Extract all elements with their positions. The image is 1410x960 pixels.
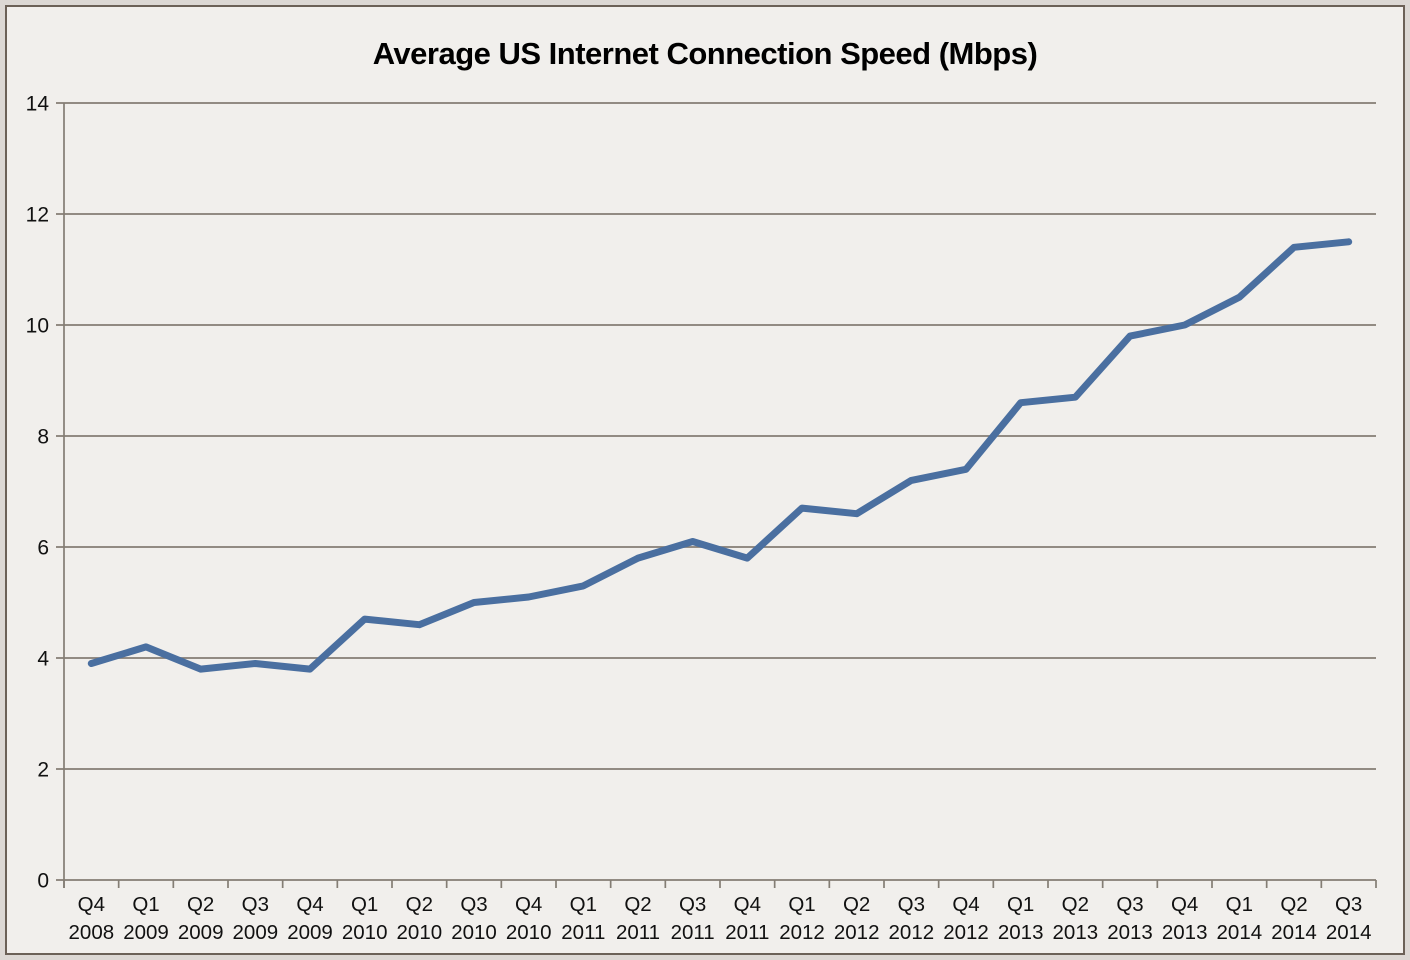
x-axis-label-year: 2013 [998, 921, 1044, 944]
y-axis-label: 12 [26, 204, 49, 227]
x-axis-label-quarter: Q4 [952, 893, 979, 916]
x-axis-label-year: 2012 [889, 921, 935, 944]
x-axis-label-quarter: Q2 [406, 893, 433, 916]
x-axis-label-year: 2012 [834, 921, 880, 944]
x-axis-label-quarter: Q1 [351, 893, 378, 916]
data-series-line [87, 238, 1353, 673]
x-axis-label-quarter: Q1 [570, 893, 597, 916]
x-axis-label-quarter: Q3 [898, 893, 925, 916]
x-axis-label-year: 2011 [671, 921, 715, 944]
x-axis-label-quarter: Q3 [679, 893, 706, 916]
x-axis-label-quarter: Q3 [242, 893, 269, 916]
x-axis-label-quarter: Q1 [132, 893, 159, 916]
x-axis-label-quarter: Q4 [734, 893, 761, 916]
x-axis-label-quarter: Q1 [1007, 893, 1034, 916]
x-axis-label-year: 2009 [233, 921, 279, 944]
x-axis-label-year: 2010 [451, 921, 497, 944]
x-axis-label-year: 2013 [1162, 921, 1208, 944]
y-axis-label: 10 [26, 315, 49, 338]
x-axis-label-quarter: Q1 [1226, 893, 1253, 916]
x-axis-label-year: 2010 [342, 921, 388, 944]
x-axis-label-quarter: Q4 [296, 893, 323, 916]
x-axis-label-year: 2010 [397, 921, 443, 944]
y-axis-label: 2 [37, 759, 49, 782]
x-axis-label-quarter: Q4 [1171, 893, 1198, 916]
x-axis-label-year: 2014 [1326, 921, 1372, 944]
x-axis-label-year: 2012 [779, 921, 825, 944]
x-axis-label-year: 2009 [123, 921, 169, 944]
x-axis-label-quarter: Q2 [187, 893, 214, 916]
x-axis-label-quarter: Q2 [624, 893, 651, 916]
x-axis-label-quarter: Q1 [788, 893, 815, 916]
x-axis-label-year: 2014 [1217, 921, 1263, 944]
x-axis-label-quarter: Q4 [515, 893, 542, 916]
y-axis-label: 0 [37, 870, 49, 893]
chart-title: Average US Internet Connection Speed (Mb… [372, 36, 1038, 71]
x-axis-label-year: 2013 [1107, 921, 1153, 944]
y-axis-label: 6 [37, 537, 49, 560]
x-axis-label-year: 2011 [561, 921, 605, 944]
chart-frame [5, 5, 1405, 955]
x-axis-label-year: 2011 [725, 921, 769, 944]
x-axis-label-quarter: Q2 [1280, 893, 1307, 916]
x-axis-label-year: 2010 [506, 921, 552, 944]
x-axis-label-year: 2008 [69, 921, 115, 944]
y-axis-label: 4 [37, 648, 49, 671]
y-axis-label: 8 [37, 426, 49, 449]
x-axis-label-quarter: Q4 [78, 893, 105, 916]
x-axis-label-year: 2011 [616, 921, 660, 944]
x-axis-label-quarter: Q2 [1062, 893, 1089, 916]
x-axis-label-quarter: Q3 [1116, 893, 1143, 916]
x-axis-label-quarter: Q2 [843, 893, 870, 916]
x-axis-label-year: 2009 [287, 921, 333, 944]
x-axis-label-quarter: Q3 [1335, 893, 1362, 916]
x-axis-label-year: 2013 [1053, 921, 1099, 944]
x-axis-label-year: 2014 [1271, 921, 1317, 944]
x-axis-label-quarter: Q3 [460, 893, 487, 916]
y-axis-label: 14 [26, 93, 50, 116]
x-axis-label-year: 2012 [943, 921, 989, 944]
x-axis-label-year: 2009 [178, 921, 224, 944]
